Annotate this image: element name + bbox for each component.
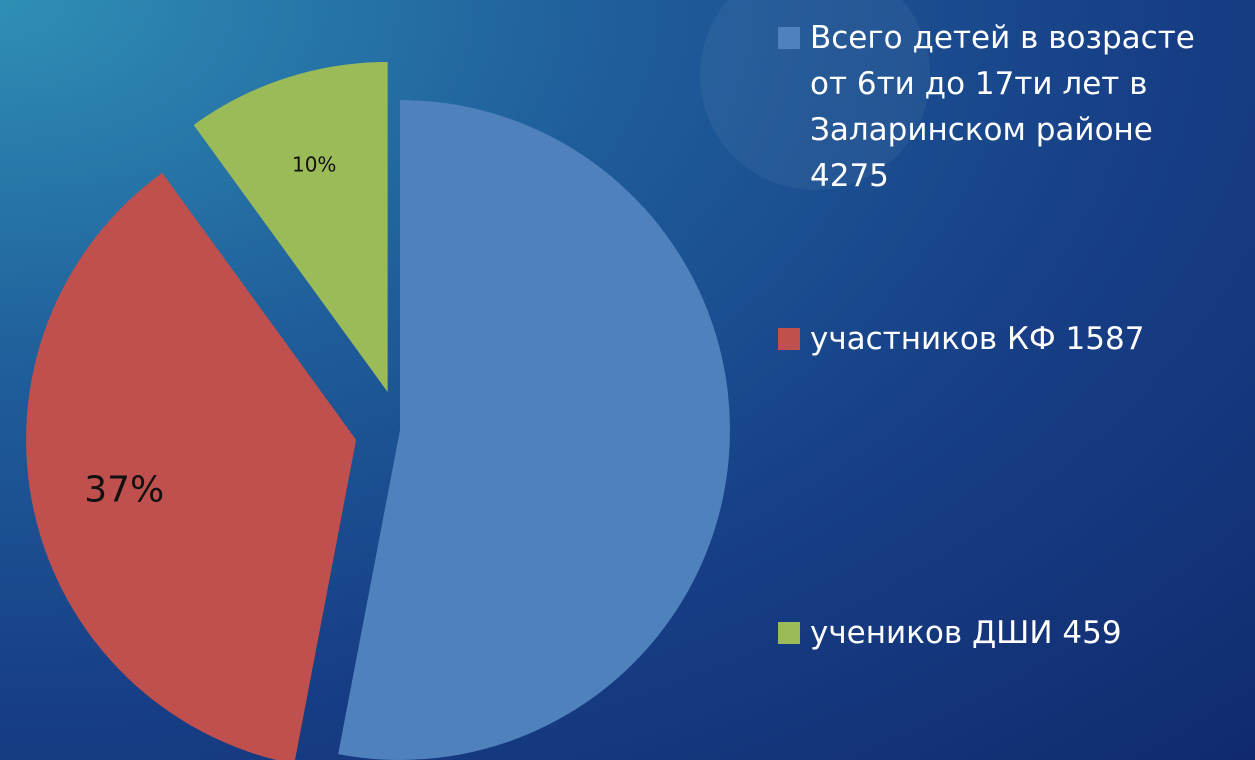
pie-slice [338, 100, 731, 760]
legend-label: участников КФ 1587 [810, 321, 1145, 357]
legend-entry: Всего детей в возрасте от 6ти до 17ти ле… [778, 15, 1218, 199]
legend-label: учеников ДШИ 459 [810, 615, 1122, 651]
data-label: 10% [292, 152, 336, 176]
legend-swatch [778, 27, 800, 49]
data-label: 37% [84, 470, 164, 511]
legend-entry: учеников ДШИ 459 [778, 610, 1218, 656]
pie-slice [193, 61, 388, 392]
legend-swatch [778, 328, 800, 350]
legend-swatch [778, 622, 800, 644]
legend-label: Всего детей в возрасте от 6ти до 17ти ле… [810, 20, 1195, 194]
decoration [700, 0, 930, 190]
legend-entry: участников КФ 1587 [778, 316, 1218, 362]
pie-slice [26, 172, 357, 760]
